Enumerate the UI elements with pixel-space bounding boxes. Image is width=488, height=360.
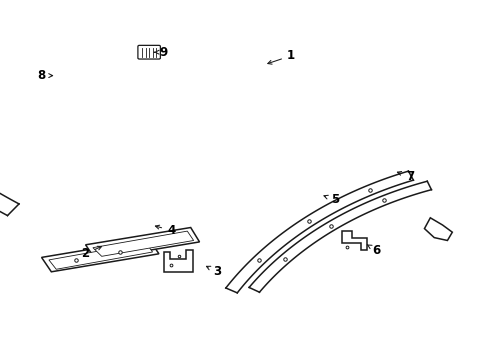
FancyBboxPatch shape (138, 45, 160, 59)
Text: 1: 1 (267, 49, 294, 64)
Text: 5: 5 (324, 193, 338, 206)
Polygon shape (342, 231, 366, 250)
Text: 6: 6 (366, 244, 380, 257)
Polygon shape (85, 228, 199, 259)
Text: 4: 4 (155, 224, 175, 237)
Text: 3: 3 (206, 265, 221, 278)
Text: 8: 8 (38, 69, 53, 82)
Polygon shape (93, 231, 193, 256)
Polygon shape (41, 239, 159, 272)
Polygon shape (424, 218, 451, 240)
Text: 9: 9 (154, 46, 167, 59)
Polygon shape (49, 243, 152, 269)
Text: 2: 2 (81, 246, 102, 260)
Text: 7: 7 (397, 170, 414, 183)
Polygon shape (163, 250, 193, 272)
